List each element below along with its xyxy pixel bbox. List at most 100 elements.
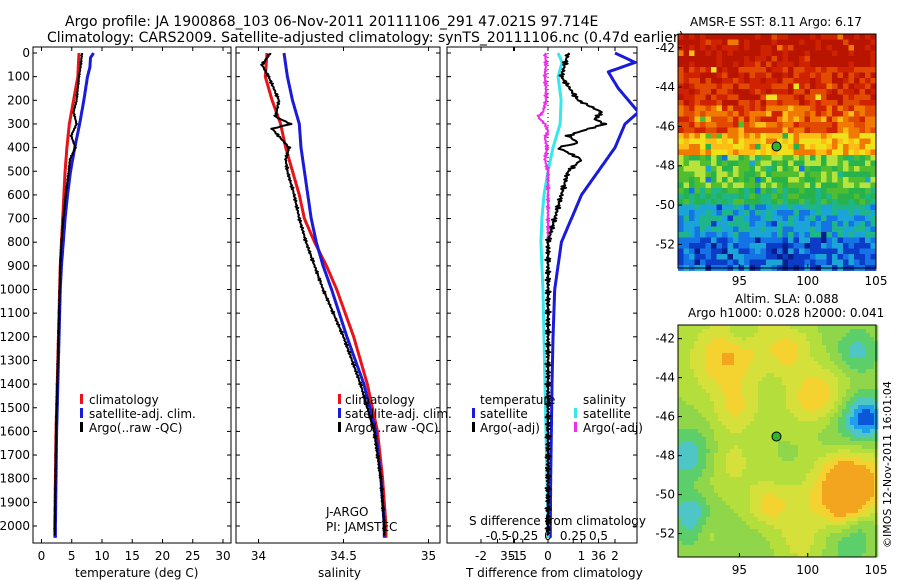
heatmap-cell: [826, 453, 831, 458]
y-tick-label: 900: [7, 259, 30, 273]
heatmap-cell: [832, 45, 838, 51]
heatmap-cell: [810, 449, 815, 454]
heatmap-cell: [774, 457, 779, 462]
heatmap-cell: [722, 485, 727, 490]
heatmap-cell: [822, 525, 827, 530]
heatmap-cell: [818, 537, 823, 542]
heatmap-cell: [694, 89, 701, 95]
heatmap-cell: [788, 248, 794, 255]
heatmap-cell: [738, 204, 745, 211]
heatmap-cell: [722, 100, 728, 106]
heatmap-cell: [806, 425, 811, 430]
heatmap-cell: [722, 449, 727, 454]
heatmap-cell: [838, 501, 843, 506]
heatmap-cell: [690, 461, 695, 466]
heatmap-cell: [798, 421, 803, 426]
heatmap-cell: [802, 361, 807, 366]
heatmap-cell: [830, 373, 835, 378]
heatmap-cell: [754, 377, 759, 382]
heatmap-cell: [826, 533, 831, 538]
heatmap-cell: [702, 433, 707, 438]
heatmap-cell: [838, 329, 843, 334]
heatmap-cell: [744, 243, 750, 249]
heatmap-cell: [690, 389, 695, 394]
heatmap-cell: [837, 111, 844, 117]
heatmap-cell: [794, 477, 799, 482]
heatmap-cell: [774, 537, 779, 542]
heatmap-cell: [842, 397, 847, 402]
heatmap-cell: [799, 149, 805, 156]
heatmap-cell: [821, 215, 827, 222]
heatmap-cell: [798, 333, 803, 338]
heatmap-cell: [777, 188, 783, 194]
heatmap-cell: [848, 127, 855, 134]
heatmap-cell: [766, 493, 771, 498]
heatmap-cell: [702, 537, 707, 542]
heatmap-cell: [711, 177, 717, 183]
heatmap-cell: [694, 243, 701, 249]
heatmap-cell: [726, 517, 731, 522]
heatmap-cell: [710, 493, 715, 498]
heatmap-cell: [694, 345, 699, 350]
heatmap-cell: [722, 537, 727, 542]
heatmap-cell: [846, 329, 851, 334]
heatmap-cell: [762, 417, 767, 422]
heatmap-cell: [810, 429, 815, 434]
heatmap-cell: [678, 61, 684, 68]
heatmap-cell: [727, 100, 734, 106]
heatmap-cell: [793, 72, 800, 79]
heatmap-cell: [842, 493, 847, 498]
heatmap-cell: [678, 405, 683, 410]
heatmap-cell: [760, 177, 767, 183]
heatmap-cell: [854, 501, 859, 506]
heatmap-cell: [794, 493, 799, 498]
heatmap-cell: [750, 437, 755, 442]
heatmap-cell: [727, 210, 734, 216]
heatmap-cell: [822, 441, 827, 446]
heatmap-cell: [802, 341, 807, 346]
heatmap-cell: [738, 433, 743, 438]
heatmap-cell: [698, 497, 703, 502]
heatmap-cell: [854, 357, 859, 362]
heatmap-cell: [750, 417, 755, 422]
heatmap-cell: [770, 485, 775, 490]
heatmap-cell: [766, 337, 771, 342]
heatmap-cell: [859, 122, 866, 128]
heatmap-cell: [766, 210, 772, 216]
heatmap-cell: [714, 473, 719, 478]
heatmap-cell: [793, 94, 800, 101]
heatmap-cell: [754, 409, 759, 414]
heatmap-cell: [700, 89, 706, 95]
heatmap-cell: [711, 149, 717, 156]
heatmap-cell: [730, 533, 735, 538]
heatmap-cell: [821, 50, 827, 57]
heatmap-cell: [858, 497, 863, 502]
sla-map: 95 100 105-42-44-46-48-50-52: [655, 325, 887, 577]
heatmap-cell: [682, 525, 687, 530]
heatmap-cell: [726, 493, 731, 498]
heatmap-cell: [722, 34, 728, 40]
heatmap-cell: [790, 405, 795, 410]
heatmap-cell: [782, 248, 789, 255]
heatmap-cell: [802, 325, 807, 330]
heatmap-cell: [758, 357, 763, 362]
heatmap-cell: [782, 461, 787, 466]
heatmap-cell: [830, 409, 835, 414]
heatmap-cell: [794, 373, 799, 378]
heatmap-cell: [842, 541, 847, 546]
heatmap-cell: [758, 521, 763, 526]
heatmap-cell: [700, 111, 706, 117]
heatmap-cell: [821, 254, 827, 260]
heatmap-cell: [854, 405, 859, 410]
heatmap-cell: [850, 437, 855, 442]
heatmap-cell: [716, 50, 723, 57]
heatmap-cell: [746, 325, 751, 330]
heatmap-cell: [762, 429, 767, 434]
heatmap-cell: [854, 453, 859, 458]
heatmap-cell: [843, 61, 849, 68]
heatmap-cell: [774, 409, 779, 414]
heatmap-cell: [746, 393, 751, 398]
y-tick-label: -52: [655, 527, 675, 541]
heatmap-cell: [866, 449, 871, 454]
heatmap-cell: [782, 497, 787, 502]
